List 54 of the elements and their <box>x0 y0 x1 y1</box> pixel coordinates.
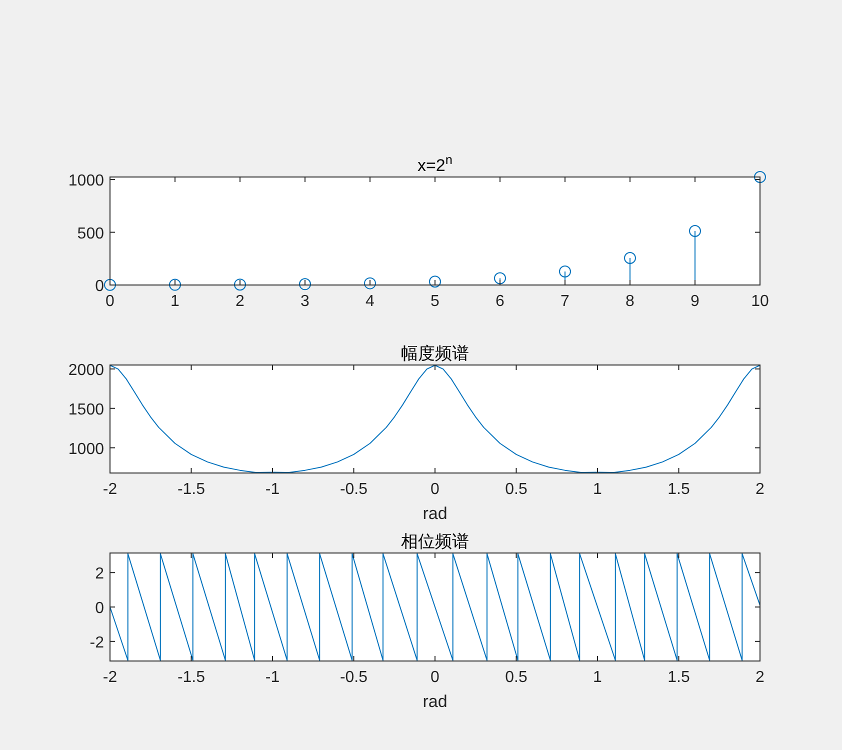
x-tick-label: 4 <box>366 293 375 310</box>
y-tick-label: 2 <box>95 566 104 583</box>
point <box>624 252 636 264</box>
x-tick-label: -1 <box>265 669 280 686</box>
y-tick-label: 1000 <box>68 172 104 190</box>
point <box>364 277 376 290</box>
y-tick-label: 1000 <box>68 440 104 458</box>
y-tick-label: 2000 <box>68 362 104 379</box>
chart-title: 幅度频谱 <box>401 344 469 363</box>
point <box>169 278 181 291</box>
x-tick-label: 3 <box>300 293 310 310</box>
line-series <box>110 553 760 661</box>
x-tick-label: 1 <box>170 293 180 310</box>
x-tick-label: -1.5 <box>177 481 206 498</box>
point <box>234 278 246 291</box>
x-tick-label: -1.5 <box>177 669 206 686</box>
x-tick-label: 1.5 <box>668 669 690 686</box>
x-tick-label: 10 <box>751 293 769 310</box>
x-tick-label: 0 <box>106 293 115 310</box>
x-tick-label: 0 <box>430 669 440 686</box>
x-tick-label: 2 <box>756 669 765 686</box>
x-tick-label: 7 <box>560 293 570 310</box>
line-series <box>110 364 760 474</box>
point <box>559 266 571 278</box>
point <box>689 225 701 237</box>
x-tick-label: 0.5 <box>505 481 528 498</box>
x-tick-label: 2 <box>756 481 765 498</box>
x-tick-label: 9 <box>690 293 700 310</box>
point <box>299 278 311 290</box>
point <box>429 276 441 288</box>
y-tick-label: 0 <box>95 278 104 295</box>
point <box>104 278 116 291</box>
x-tick-label: 6 <box>496 293 505 310</box>
x-axis-title: rad <box>422 692 448 711</box>
x-tick-label: 0 <box>430 481 440 498</box>
x-tick-label: 8 <box>626 293 635 310</box>
chart-title: x=2$^{n}$ <box>418 152 452 175</box>
x-tick-label: 1 <box>593 481 602 498</box>
y-tick-label: 0 <box>95 600 104 617</box>
point <box>754 171 766 183</box>
point <box>494 272 506 284</box>
x-tick-label: 1.5 <box>668 481 690 498</box>
x-tick-label: 0.5 <box>505 669 528 686</box>
x-tick-label: -0.5 <box>340 481 368 498</box>
y-tick-label: 1500 <box>68 401 104 418</box>
x-tick-label: 1 <box>593 669 602 686</box>
x-tick-label: 5 <box>430 293 440 310</box>
chart-title: 相位频谱 <box>401 532 469 551</box>
x-axis-title: rad <box>422 504 448 523</box>
y-tick-label: 500 <box>77 225 104 242</box>
x-tick-label: -1 <box>265 481 280 498</box>
x-tick-label: 2 <box>236 293 245 310</box>
y-tick-label: -2 <box>90 634 104 652</box>
x-tick-label: -0.5 <box>340 669 368 686</box>
